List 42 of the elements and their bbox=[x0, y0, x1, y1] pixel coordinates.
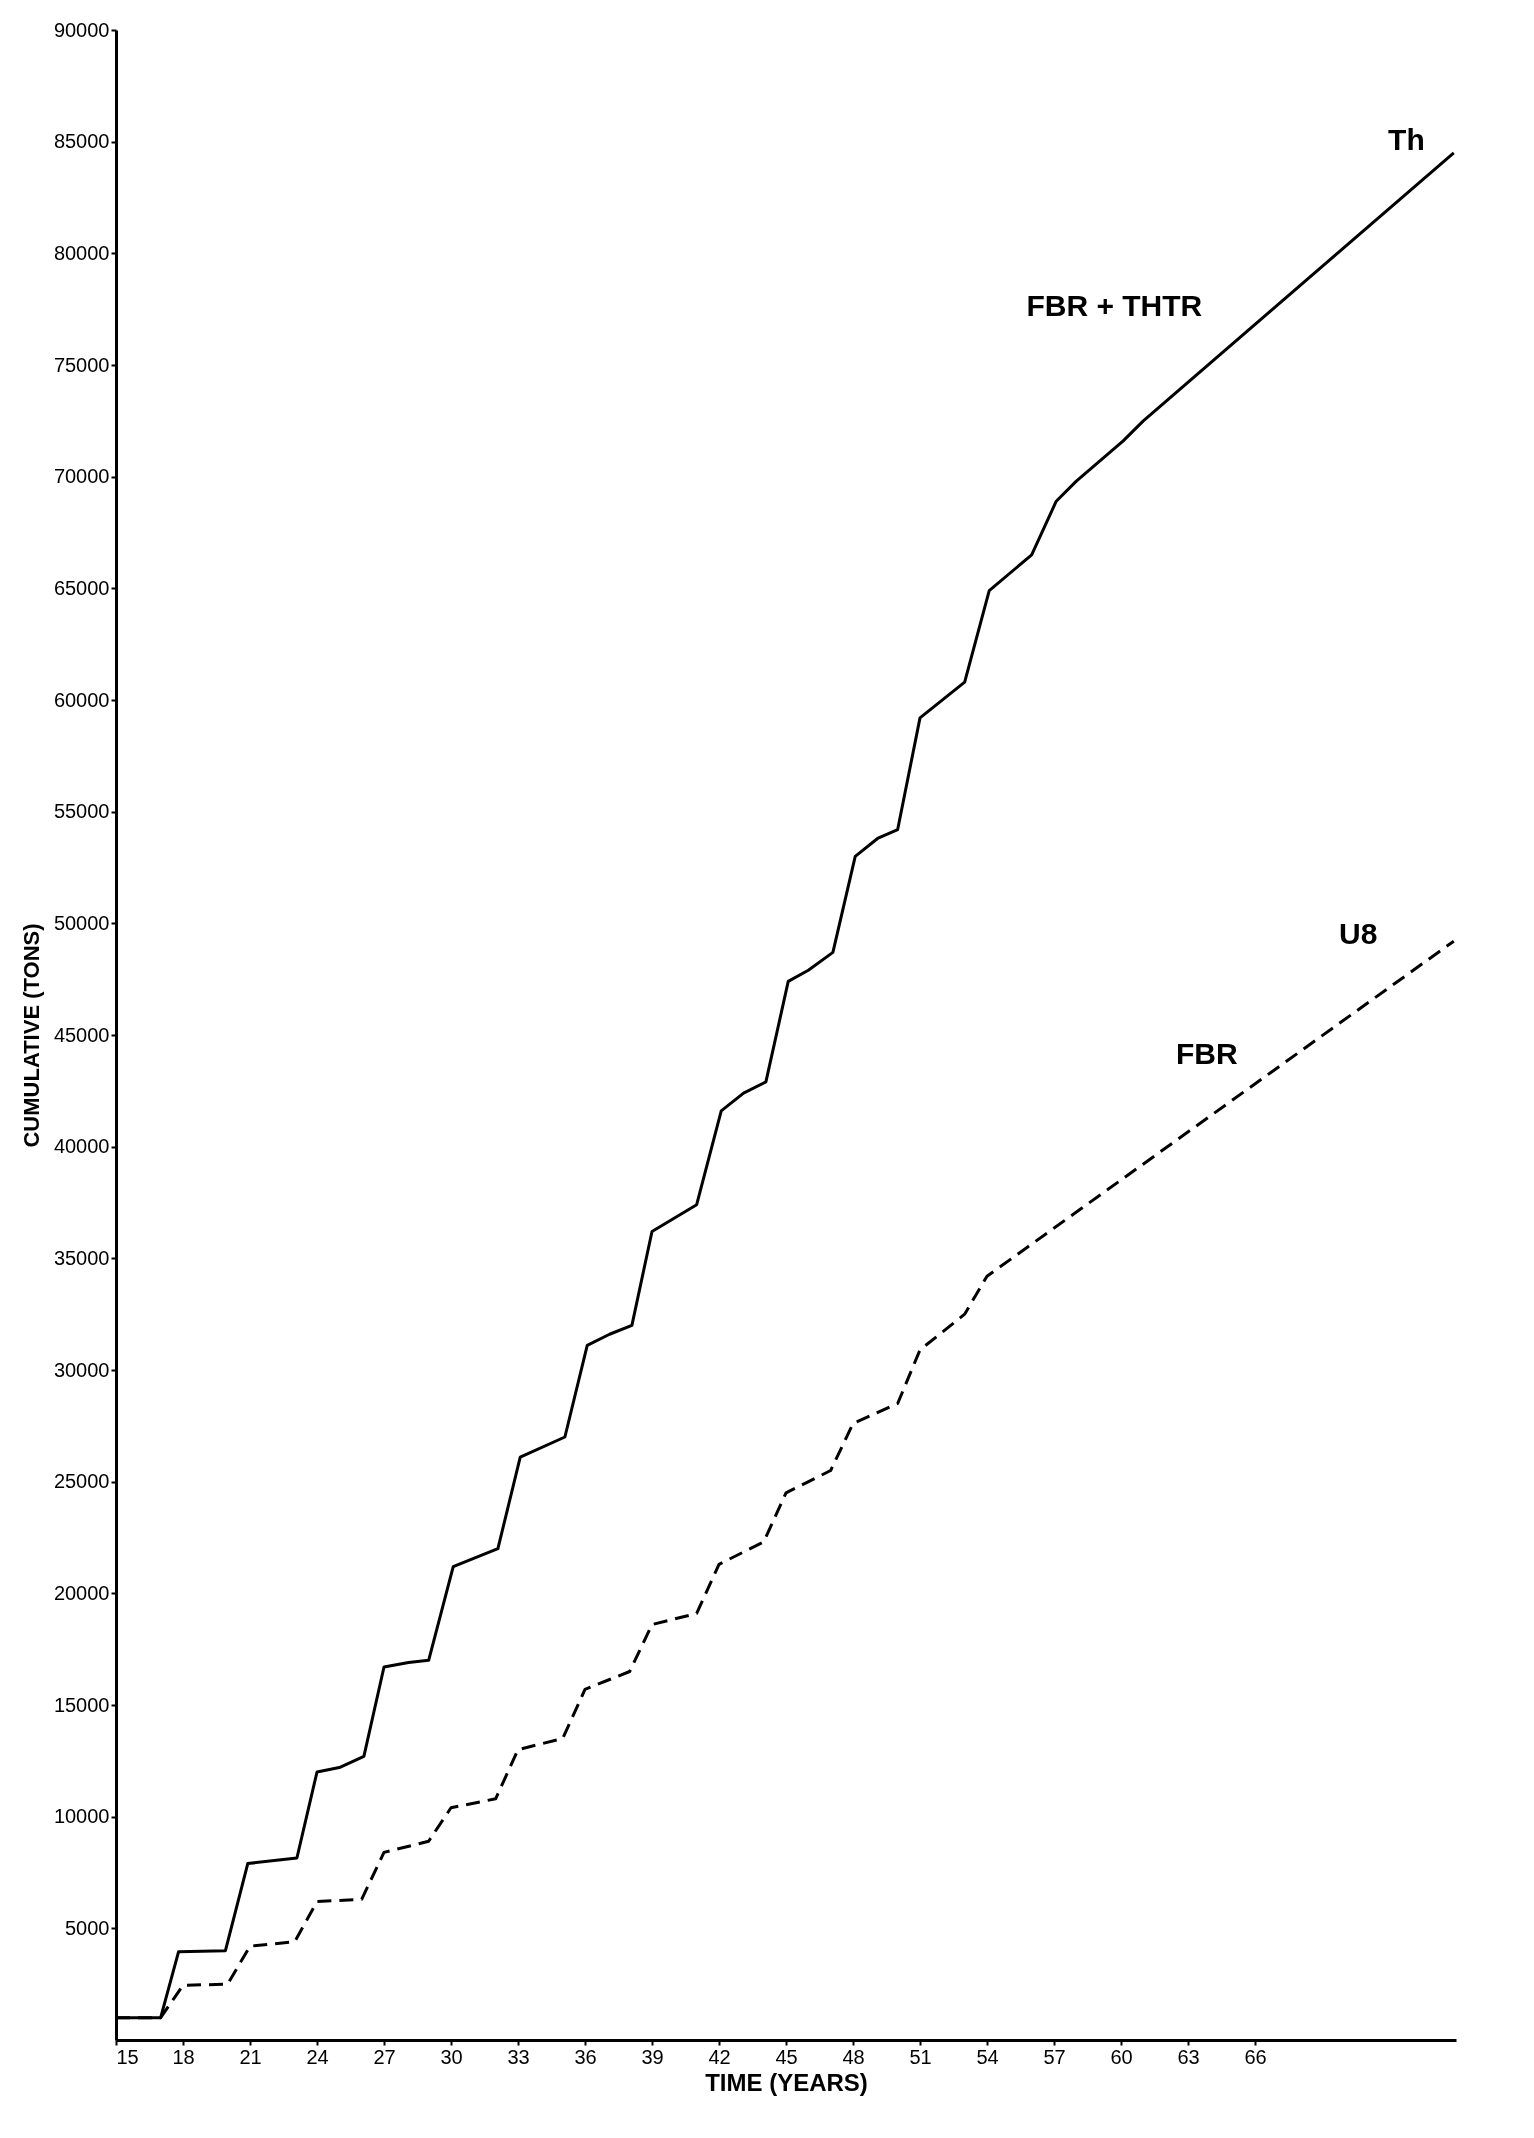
y-tick-label: 35000 bbox=[53, 1246, 110, 1269]
y-axis-title: CUMULATIVE (TONS) bbox=[18, 923, 44, 1148]
x-tick-label: 30 bbox=[440, 2045, 463, 2068]
x-tick-label: 33 bbox=[507, 2045, 530, 2068]
x-tick-label: 48 bbox=[842, 2045, 865, 2068]
y-tick-label: 85000 bbox=[53, 130, 110, 153]
y-tick-label: 40000 bbox=[53, 1135, 110, 1158]
y-tick-label: 45000 bbox=[53, 1023, 110, 1046]
x-tick-label: 63 bbox=[1177, 2045, 1200, 2068]
x-tick-label: 39 bbox=[641, 2045, 664, 2068]
y-tick-label: 10000 bbox=[53, 1805, 110, 1828]
x-tick-label: 66 bbox=[1244, 2045, 1267, 2068]
y-tick-label: 55000 bbox=[53, 800, 110, 823]
annotation: U8 bbox=[1339, 916, 1378, 950]
x-tick-label: 18 bbox=[172, 2045, 195, 2068]
x-tick-label: 21 bbox=[239, 2045, 262, 2068]
annotation: FBR + THTR bbox=[1026, 289, 1203, 323]
x-axis-title: TIME (YEARS) bbox=[705, 2068, 868, 2096]
x-tick-label: 24 bbox=[306, 2045, 329, 2068]
x-tick-label: 42 bbox=[708, 2045, 731, 2068]
y-tick-label: 20000 bbox=[53, 1581, 110, 1604]
annotation: Th bbox=[1388, 122, 1425, 156]
x-tick-label: 27 bbox=[373, 2045, 396, 2068]
x-tick-label: 36 bbox=[574, 2045, 597, 2068]
x-tick-label: 51 bbox=[909, 2045, 932, 2068]
x-tick-label: 57 bbox=[1043, 2045, 1066, 2068]
x-tick-label: 60 bbox=[1110, 2045, 1133, 2068]
annotation: FBR bbox=[1175, 1037, 1238, 1071]
y-tick-label: 65000 bbox=[53, 576, 110, 599]
y-tick-label: 75000 bbox=[53, 353, 110, 376]
x-tick-label: 54 bbox=[976, 2045, 999, 2068]
y-tick-label: 50000 bbox=[53, 911, 110, 934]
y-tick-label: 60000 bbox=[53, 688, 110, 711]
y-tick-label: 30000 bbox=[53, 1358, 110, 1381]
y-tick-label: 90000 bbox=[53, 18, 110, 41]
y-tick-label: 5000 bbox=[65, 1916, 110, 1939]
y-tick-label: 25000 bbox=[53, 1470, 110, 1493]
y-tick-label: 80000 bbox=[53, 241, 110, 264]
x-tick-label: 45 bbox=[775, 2045, 798, 2068]
y-tick-label: 70000 bbox=[53, 465, 110, 488]
y-tick-label: 15000 bbox=[53, 1693, 110, 1716]
x-tick-label: 15 bbox=[116, 2045, 139, 2068]
